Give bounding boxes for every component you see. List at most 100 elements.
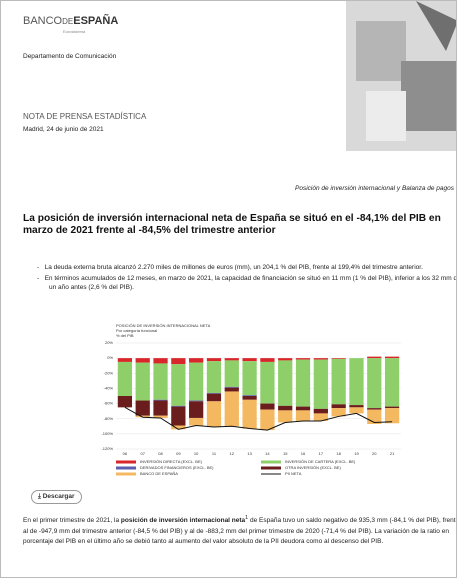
- y-tick-label: -40%: [104, 385, 114, 390]
- bar-segment: [385, 407, 399, 409]
- bullet-list: - La deuda externa bruta alcanzó 2.270 m…: [37, 263, 457, 292]
- bar-segment: [207, 393, 221, 394]
- legend-swatch: [261, 461, 281, 464]
- x-tick-label: 19: [354, 451, 359, 456]
- bar-segment: [171, 358, 185, 364]
- bar-segment: [189, 401, 203, 418]
- bar-segment: [367, 408, 381, 410]
- y-tick-label: -20%: [104, 370, 114, 375]
- x-tick-label: 11: [212, 451, 217, 456]
- x-tick-label: 12: [230, 451, 235, 456]
- bar-segment: [278, 358, 292, 360]
- bar-segment: [225, 391, 239, 426]
- x-tick-label: 13: [247, 451, 252, 456]
- bar-segment: [242, 395, 256, 396]
- y-tick-label: 0%: [107, 355, 113, 360]
- legend-label: INVERSIÓN DE CARTERA (EXCL. BE): [285, 459, 356, 464]
- brand-text: BANCO: [23, 15, 62, 27]
- department: Departamento de Comunicación: [23, 53, 116, 60]
- y-tick-label: 20%: [105, 340, 113, 345]
- legend-swatch: [116, 467, 136, 470]
- headline: La posición de inversión internacional n…: [23, 213, 453, 237]
- section: Posición de inversión internacional y Ba…: [295, 185, 454, 192]
- x-tick-label: 16: [301, 451, 306, 456]
- bar-segment: [189, 358, 203, 363]
- date: Madrid, 24 de junio de 2021: [23, 126, 104, 133]
- bar-segment: [118, 396, 132, 407]
- bar-segment: [385, 408, 399, 423]
- bar-segment: [296, 407, 310, 411]
- bar-segment: [118, 358, 132, 362]
- y-tick-label: -60%: [104, 401, 114, 406]
- x-tick-label: 09: [176, 451, 181, 456]
- paragraph: En el primer trimestre de 2021, la posic…: [23, 513, 457, 548]
- bar-segment: [207, 358, 221, 361]
- bold-text: posición de inversión internacional neta: [121, 517, 245, 524]
- x-tick-label: 20: [372, 451, 377, 456]
- bar-segment: [314, 409, 328, 414]
- brand-text: ESPAÑA: [73, 15, 118, 27]
- text: En el primer trimestre de 2021, la: [23, 517, 121, 524]
- bar-segment: [118, 362, 132, 396]
- bar-segment: [278, 360, 292, 405]
- bar-segment: [189, 401, 203, 402]
- bar-segment: [314, 358, 328, 360]
- bar-segment: [189, 418, 203, 426]
- bar-segment: [332, 404, 346, 408]
- bar-segment: [260, 362, 274, 404]
- x-tick-label: 17: [319, 451, 324, 456]
- bar-segment: [171, 364, 185, 406]
- bar-segment: [242, 396, 256, 400]
- bar-segment: [314, 360, 328, 409]
- x-tick-label: 21: [390, 451, 395, 456]
- page: BANCODEESPAÑA Eurosistema Departamento d…: [0, 0, 457, 578]
- x-tick-label: 15: [283, 451, 288, 456]
- x-tick-label: 14: [265, 451, 270, 456]
- bar-segment: [367, 358, 381, 408]
- x-tick-label: 10: [194, 451, 199, 456]
- bar-segment: [367, 357, 381, 359]
- bar-segment: [296, 358, 310, 360]
- legend-label: BANCO DE ESPAÑA: [140, 471, 178, 476]
- legend-label: INVERSIÓN DIRECTA (EXCL. BE): [140, 459, 203, 464]
- bar-segment: [260, 410, 274, 430]
- bullet: La deuda externa bruta alcanzó 2.270 mil…: [45, 264, 423, 271]
- bar-segment: [349, 358, 363, 405]
- chart: POSICIÓN DE INVERSIÓN INTERNACIONAL NETA…: [81, 321, 411, 486]
- y-tick-label: -120%: [101, 446, 113, 451]
- bar-segment: [385, 358, 399, 406]
- bar-segment: [171, 406, 185, 407]
- bar-segment: [278, 410, 292, 422]
- bar-segment: [207, 394, 221, 402]
- bar-segment: [260, 358, 274, 362]
- x-tick-label: 06: [123, 451, 128, 456]
- legend-label: OTRA INVERSIÓN (EXCL. BE): [285, 465, 341, 470]
- bar-segment: [332, 358, 346, 359]
- bar-segment: [153, 400, 167, 401]
- legend-swatch: [116, 473, 136, 476]
- bar-segment: [207, 401, 221, 427]
- bar-segment: [136, 358, 150, 363]
- bar-segment: [242, 400, 256, 429]
- legend-label: DERIVADOS FINANCIEROS (EXCL. BE): [140, 465, 214, 470]
- note-type: NOTA DE PRENSA ESTADÍSTICA: [23, 112, 146, 121]
- brand: BANCODEESPAÑA: [23, 15, 118, 27]
- brand-text: DE: [62, 17, 73, 26]
- x-tick-label: 08: [158, 451, 163, 456]
- bar-segment: [207, 361, 221, 393]
- brand-sub: Eurosistema: [63, 29, 85, 34]
- bar-segment: [385, 357, 399, 359]
- bar-segment: [332, 359, 346, 404]
- bar-segment: [225, 360, 239, 387]
- bar-segment: [296, 360, 310, 407]
- bar-segment: [242, 358, 256, 361]
- y-tick-label: -80%: [104, 416, 114, 421]
- x-tick-label: 07: [140, 451, 145, 456]
- chart-unit: % del PIB: [116, 333, 134, 338]
- bar-segment: [349, 407, 363, 413]
- download-button[interactable]: ⤓ Descargar: [31, 490, 82, 504]
- header-image: [346, 1, 457, 151]
- bar-segment: [260, 404, 274, 410]
- bar-segment: [136, 401, 150, 416]
- bar-segment: [225, 358, 239, 360]
